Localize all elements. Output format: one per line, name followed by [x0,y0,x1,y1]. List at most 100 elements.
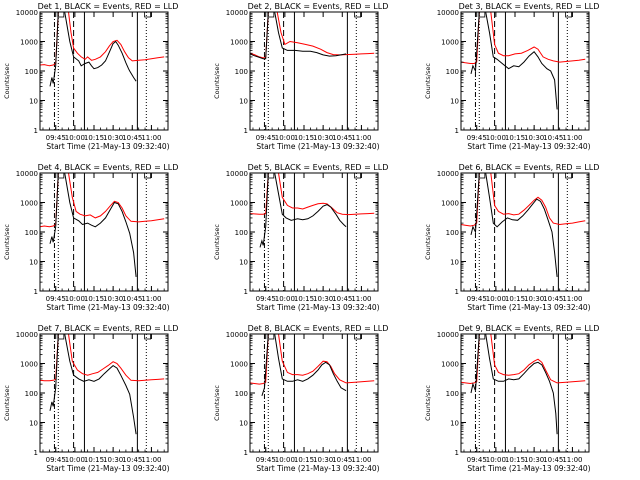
y-tick-label: 1000 [441,200,459,208]
panel-title: Det 1, BLACK = Events, RED = LLD [38,2,179,11]
x-tick-label: 10:00 [275,456,295,464]
y-tick-label: 1 [34,127,38,135]
y-tick-label: 100 [446,390,459,398]
x-tick-label: 10:45 [332,456,352,464]
x-tick-label: 09:45 [467,134,487,142]
x-tick-label: 09:45 [256,134,276,142]
detector-panel: 1 10 100 1000 10000 09:4510:0010:1510:3010:45… [3,324,178,473]
x-axis-label: Start Time (21-May-13 09:32:40) [256,142,379,151]
y-tick-label: 1 [34,449,38,457]
x-tick-label: 11:00 [351,456,371,464]
y-axis-label: Counts/sec [213,63,221,99]
panel-title: Det 5, BLACK = Events, RED = LLD [248,163,389,172]
x-tick-label: 10:15 [84,134,104,142]
x-tick-label: 10:30 [524,456,544,464]
y-tick-label: 10000 [16,331,38,339]
detector-panel: 1 10 100 1000 10000 09:4510:0010:1510:3010:45… [424,324,599,473]
y-tick-label: 1000 [230,200,248,208]
flag-marker-left [267,333,275,340]
x-tick-label: 10:15 [294,456,314,464]
plot-frame [39,172,169,292]
plot-frame [249,333,379,453]
x-axis-label: Start Time (21-May-13 09:32:40) [467,303,590,312]
events-series-line [470,172,558,277]
detector-panel: 1 10 100 1000 10000 09:4510:0010:1510:3010:45… [213,2,388,151]
x-tick-label: 10:00 [486,134,506,142]
x-tick-label: 11:00 [351,295,371,303]
y-tick-label: 10 [29,259,38,267]
flag-marker-right [565,333,572,340]
panel-title: Det 8, BLACK = Events, RED = LLD [248,324,389,333]
plot-frame [460,172,590,292]
y-tick-label: 100 [25,229,38,237]
y-axis-label: Counts/sec [424,63,432,99]
y-axis-label: Counts/sec [213,385,221,421]
y-tick-label: 10000 [437,9,459,17]
x-tick-label: 09:45 [46,134,66,142]
x-tick-label: 10:30 [313,295,333,303]
x-tick-label: 09:45 [256,456,276,464]
x-tick-label: 10:45 [122,295,142,303]
x-tick-label: 09:45 [467,295,487,303]
y-tick-label: 10 [450,259,459,267]
plot-frame [460,11,590,131]
y-tick-label: 1 [455,449,459,457]
y-axis-label: Counts/sec [3,224,11,260]
x-tick-label: 10:45 [543,456,563,464]
flag-marker-left [57,11,65,18]
x-tick-label: 11:00 [141,134,161,142]
y-axis-label: Counts/sec [3,385,11,421]
y-axis-label: Counts/sec [3,63,11,99]
x-tick-label: 10:45 [332,134,352,142]
events-series-line [259,172,347,248]
x-tick-label: 10:30 [313,134,333,142]
x-tick-label: 11:00 [141,295,161,303]
x-tick-label: 09:45 [46,295,66,303]
y-tick-label: 10 [29,420,38,428]
x-tick-label: 10:00 [486,456,506,464]
panel-title: Det 7, BLACK = Events, RED = LLD [38,324,179,333]
x-tick-label: 10:30 [103,456,123,464]
events-series-line [261,333,347,397]
detector-panel: 1 10 100 1000 10000 09:4510:0010:1510:3010:45… [213,163,388,312]
x-axis-label: Start Time (21-May-13 09:32:40) [46,142,169,151]
x-tick-label: 10:00 [275,295,295,303]
y-tick-label: 1 [34,288,38,296]
flag-marker-right [144,11,151,18]
events-series-line [49,172,137,277]
x-tick-label: 10:00 [65,456,85,464]
y-tick-label: 100 [446,229,459,237]
flag-marker-right [354,333,361,340]
y-tick-label: 1000 [20,200,38,208]
flag-marker-left [478,11,486,18]
detector-panel: 1 10 100 1000 10000 09:4510:0010:1510:3010:45… [3,163,178,312]
x-tick-label: 10:15 [84,456,104,464]
x-tick-label: 09:45 [46,456,66,464]
y-axis-label: Counts/sec [424,224,432,260]
lld-series-line [249,172,375,216]
y-tick-label: 10000 [226,170,248,178]
x-tick-label: 10:45 [543,134,563,142]
y-tick-label: 10000 [16,9,38,17]
y-tick-label: 1 [244,449,248,457]
detector-panel: 1 10 100 1000 10000 09:4510:0010:1510:3010:45… [213,324,388,473]
x-tick-label: 10:15 [505,295,525,303]
y-tick-label: 100 [235,229,248,237]
flag-marker-left [267,11,275,18]
x-axis-label: Start Time (21-May-13 09:32:40) [467,142,590,151]
y-tick-label: 10000 [16,170,38,178]
flag-marker-left [478,172,486,179]
y-tick-label: 10 [239,98,248,106]
x-tick-label: 10:15 [84,295,104,303]
x-tick-label: 10:00 [65,134,85,142]
events-series-line [470,333,558,435]
panel-title: Det 9, BLACK = Events, RED = LLD [459,324,600,333]
x-tick-label: 11:00 [562,456,582,464]
y-tick-label: 10 [450,98,459,106]
x-tick-label: 10:15 [294,134,314,142]
plot-frame [460,333,590,453]
x-axis-label: Start Time (21-May-13 09:32:40) [256,303,379,312]
y-axis-label: Counts/sec [213,224,221,260]
y-tick-label: 10 [239,259,248,267]
y-tick-label: 1000 [441,39,459,47]
